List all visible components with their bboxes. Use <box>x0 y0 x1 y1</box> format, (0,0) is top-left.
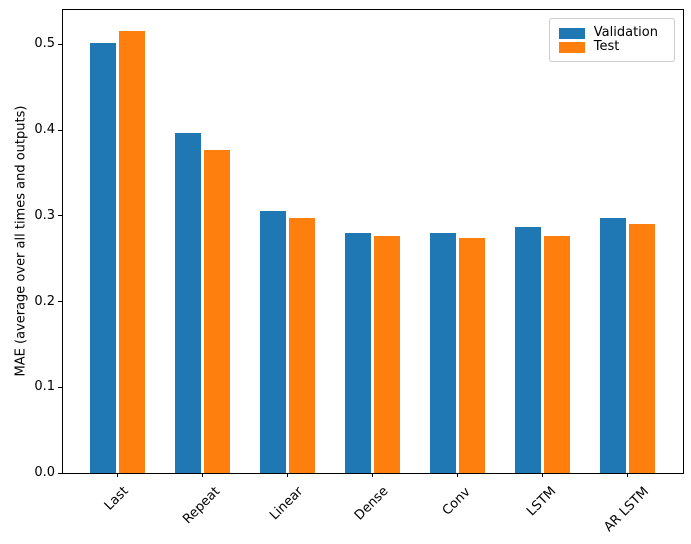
bar-validation-repeat <box>174 133 201 473</box>
y-tick-mark <box>58 129 62 131</box>
plot-area <box>62 9 684 474</box>
legend-swatch-test <box>558 41 585 53</box>
bar-validation-last <box>89 43 116 473</box>
y-tick-label: 0.4 <box>34 122 55 138</box>
bar-test-linear <box>288 217 315 473</box>
y-tick-mark <box>58 301 62 303</box>
x-tick-mark <box>371 473 373 477</box>
y-tick-label: 0.2 <box>34 293 55 309</box>
legend-item-test: Test <box>558 39 664 54</box>
bar-test-last <box>118 31 145 473</box>
x-tick-label-lstm: LSTM <box>524 484 560 520</box>
legend-label-test: Test <box>593 39 620 54</box>
x-tick-label-ar-lstm: AR LSTM <box>601 484 653 536</box>
x-tick-label-conv: Conv <box>439 484 474 519</box>
x-tick-label-repeat: Repeat <box>180 484 224 528</box>
legend-item-validation: Validation <box>558 25 664 40</box>
x-tick-mark <box>201 473 203 477</box>
y-tick-label: 0.5 <box>34 36 55 52</box>
y-axis-label: MAE (average over all times and outputs) <box>13 105 29 377</box>
x-tick-label-last: Last <box>102 484 132 515</box>
bar-validation-dense <box>344 232 371 473</box>
x-tick-mark <box>286 473 288 477</box>
bar-test-lstm <box>543 236 570 473</box>
y-tick-mark <box>58 215 62 217</box>
y-tick-label: 0.1 <box>34 379 55 395</box>
y-tick-label: 0.0 <box>34 465 55 480</box>
x-tick-label-linear: Linear <box>267 484 307 524</box>
y-tick-label: 0.3 <box>34 207 55 223</box>
legend-label-validation: Validation <box>593 25 658 40</box>
x-tick-label-dense: Dense <box>352 484 392 524</box>
legend-swatch-validation <box>558 27 585 39</box>
bar-validation-conv <box>429 232 456 473</box>
y-tick-mark <box>58 386 62 388</box>
bar-validation-lstm <box>514 226 541 473</box>
x-tick-mark <box>456 473 458 477</box>
y-tick-mark <box>58 43 62 45</box>
x-tick-mark <box>626 473 628 477</box>
bar-test-conv <box>458 238 485 473</box>
bar-validation-linear <box>259 210 286 473</box>
legend-items: Validation Test <box>558 25 664 54</box>
bar-test-dense <box>373 236 400 473</box>
bar-validation-ar-lstm <box>599 218 626 473</box>
legend: Validation Test <box>548 18 675 62</box>
bar-test-repeat <box>203 149 230 473</box>
x-tick-mark <box>541 473 543 477</box>
y-tick-mark <box>58 472 62 474</box>
bar-test-ar-lstm <box>628 223 655 473</box>
x-tick-mark <box>116 473 118 477</box>
